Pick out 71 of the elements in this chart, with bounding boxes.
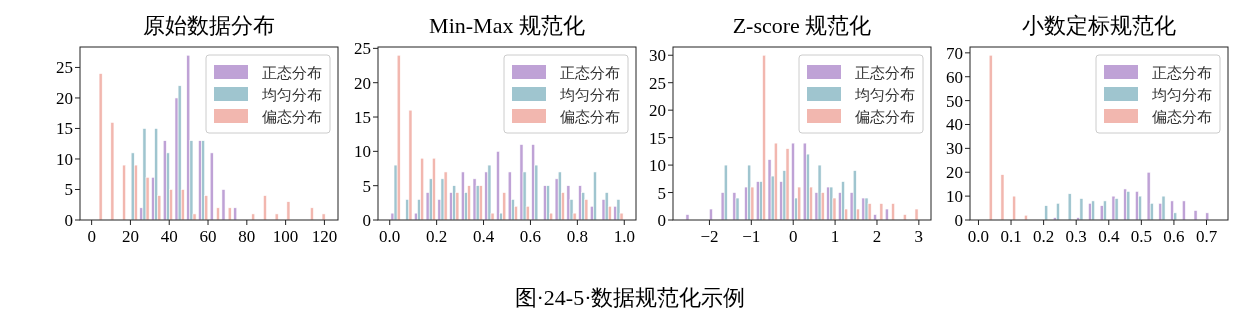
x-tick-label: 0.4 [472, 227, 495, 246]
y-tick-label: 25 [56, 58, 73, 78]
legend-label: 偏态分布 [560, 109, 620, 125]
x-tick-label: 0.0 [967, 227, 990, 246]
legend-label: 正态分布 [560, 65, 620, 81]
y-tick-label: 10 [56, 149, 73, 169]
legend-label: 正态分布 [1152, 65, 1212, 81]
x-tick-label: −2 [700, 227, 719, 246]
y-tick-label: 15 [354, 108, 371, 128]
x-tick-label: 0.2 [426, 227, 448, 246]
x-tick-label: 0.0 [379, 227, 401, 246]
y-tick-label: 5 [362, 176, 371, 196]
y-tick-label: 50 [946, 91, 963, 111]
y-tick-label: 0 [657, 211, 666, 230]
y-tick-label: 10 [354, 142, 371, 162]
y-tick-label: 20 [354, 73, 371, 93]
y-tick-label: 5 [657, 183, 666, 203]
y-tick-label: 60 [946, 67, 963, 87]
x-tick-label: −1 [742, 227, 761, 246]
y-tick-label: 5 [64, 180, 73, 200]
x-tick-label: 20 [121, 227, 139, 246]
legend-label: 偏态分布 [262, 109, 322, 125]
legend-label: 均匀分布 [559, 87, 620, 103]
chart-title: 小数定标规范化 [1022, 13, 1176, 38]
y-tick-label: 20 [649, 101, 666, 121]
x-tick-label: 1.0 [613, 227, 635, 246]
y-tick-label: 0 [362, 211, 371, 230]
x-tick-label: 80 [238, 227, 256, 246]
x-tick-label: 0.2 [1033, 227, 1055, 246]
y-tick-label: 30 [946, 139, 963, 159]
x-tick-label: 0.7 [1195, 227, 1218, 246]
y-tick-label: 25 [354, 39, 371, 59]
y-tick-label: 0 [64, 211, 73, 230]
y-tick-label: 10 [946, 187, 963, 207]
legend-label: 正态分布 [855, 65, 915, 81]
legend-label: 均匀分布 [854, 87, 915, 103]
y-tick-label: 15 [649, 128, 666, 148]
x-tick-label: 0.4 [1098, 227, 1120, 246]
y-tick-label: 25 [649, 73, 666, 93]
x-tick-label: 3 [914, 227, 924, 246]
x-tick-label: 0.6 [519, 227, 542, 246]
legend-label: 偏态分布 [1152, 109, 1212, 125]
x-tick-label: 0.3 [1065, 227, 1087, 246]
x-tick-label: 0 [788, 227, 798, 246]
y-tick-label: 20 [946, 163, 963, 183]
chart-title: 原始数据分布 [143, 13, 275, 38]
x-tick-label: 0.6 [1163, 227, 1185, 246]
x-tick-label: 120 [311, 227, 338, 246]
x-tick-label: 0.1 [1000, 227, 1022, 246]
legend-label: 均匀分布 [1151, 87, 1212, 103]
x-tick-label: 0.8 [566, 227, 588, 246]
x-tick-label: 0 [87, 227, 96, 246]
x-tick-label: 60 [199, 227, 217, 246]
y-tick-label: 70 [946, 43, 963, 63]
y-tick-label: 0 [954, 211, 963, 230]
x-tick-label: 0.5 [1130, 227, 1152, 246]
legend-label: 均匀分布 [261, 87, 322, 103]
x-tick-label: 1 [830, 227, 840, 246]
legend-label: 偏态分布 [855, 109, 915, 125]
y-tick-label: 30 [649, 46, 666, 66]
text: 图·24-5·数据规范化示例 [514, 285, 746, 310]
y-tick-label: 40 [946, 115, 963, 135]
x-tick-label: 100 [272, 227, 299, 246]
y-tick-label: 10 [649, 156, 666, 176]
chart-title: Min-Max 规范化 [429, 13, 585, 38]
chart-title: Z-score 规范化 [732, 13, 872, 38]
x-tick-label: 2 [872, 227, 882, 246]
legend-label: 正态分布 [262, 65, 322, 81]
y-tick-label: 20 [56, 88, 73, 108]
x-tick-label: 40 [160, 227, 178, 246]
y-tick-label: 15 [56, 119, 73, 139]
